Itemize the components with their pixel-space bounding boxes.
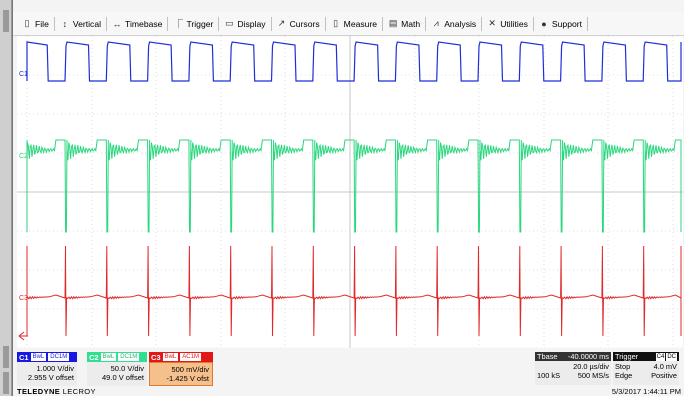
date-time: 5/3/2017 1:44:11 PM	[611, 387, 681, 396]
trigger-type: Edge	[615, 371, 633, 380]
timebase-rate: 500 MS/s	[577, 371, 609, 380]
trigger-source: C4	[655, 352, 666, 361]
menu-separator	[425, 16, 427, 31]
channel-c1-descriptor[interactable]: C1 BwL DC1M 1.000 V/div 2.955 V offset	[17, 352, 77, 386]
support-icon: ●	[541, 18, 547, 29]
menu-separator	[324, 16, 326, 31]
trigger-icon: ⎾	[173, 19, 183, 29]
menu-timebase[interactable]: ↔ Timebase	[112, 18, 163, 29]
menu-separator	[481, 16, 483, 31]
left-panel-edge	[0, 0, 12, 396]
menu-separator	[218, 16, 220, 31]
menu-separator	[53, 16, 55, 31]
menu-measure[interactable]: ▯ Measure	[326, 15, 382, 33]
menu-file[interactable]: ▯ File	[17, 15, 54, 33]
timebase-div: 20.0 µs/div	[573, 362, 609, 371]
display-icon: ▭	[225, 18, 234, 28]
status-panel: C1 BwL DC1M 1.000 V/div 2.955 V offset C…	[13, 348, 684, 396]
menu-trigger[interactable]: ⎾ Trigger	[173, 18, 214, 30]
c2-waveform	[26, 139, 682, 233]
menu-utilities[interactable]: ✕ Utilities	[488, 18, 528, 29]
trigger-mode: Stop	[615, 362, 631, 371]
oscilloscope-window: ▯ File ↕ Vertical ↔ Timebase ⎾ Trigger ▭ Disp…	[12, 0, 684, 396]
c3-trace-label: C3	[19, 295, 28, 302]
c1-waveform	[26, 41, 682, 82]
menu-analysis[interactable]: ⩘ Analysis	[426, 15, 481, 33]
channel-c2-descriptor[interactable]: C2 BwL DC1M 50.0 V/div 49.0 V offset	[87, 352, 147, 386]
c3-vdiv: 500 mV/div	[171, 365, 209, 374]
menu-separator	[167, 16, 169, 31]
analysis-icon: ⩘	[433, 18, 439, 28]
trigger-descriptor[interactable]: Trigger C4 DC Stop 4.0 mV Edge Positive	[613, 352, 679, 385]
trigger-position-marker	[18, 331, 28, 341]
menu-separator	[532, 16, 534, 31]
c2-vdiv: 50.0 V/div	[110, 364, 144, 373]
trigger-slope: Positive	[651, 371, 677, 380]
math-icon: ▤	[388, 18, 398, 28]
menu-vertical[interactable]: ↕ Vertical	[55, 15, 106, 33]
waveform-grid: C1 C2 C3	[17, 35, 683, 349]
trigger-coupling: DC	[666, 352, 677, 361]
trigger-level: 4.0 mV	[653, 362, 677, 371]
brand-logo: TELEDYNE LECROY	[17, 387, 96, 396]
file-icon: ▯	[24, 18, 30, 28]
timebase-icon: ↔	[112, 18, 122, 29]
waveform-display[interactable]: C1 C2 C3	[17, 35, 683, 349]
c3-offset: -1.425 V ofst	[166, 374, 209, 383]
c2-offset: 49.0 V offset	[102, 373, 144, 382]
menu-separator	[270, 16, 272, 31]
menu-math[interactable]: ▤ Math	[388, 18, 421, 29]
timebase-delay: -40.0000 ms	[567, 352, 609, 361]
timebase-samples: 100 kS	[537, 371, 561, 380]
menu-display[interactable]: ▭ Display	[225, 18, 266, 29]
menu-support[interactable]: ● Support	[534, 15, 587, 33]
c3-waveform	[26, 245, 682, 337]
vertical-icon: ↕	[62, 18, 68, 29]
measure-icon: ▯	[333, 18, 339, 28]
c1-vdiv: 1.000 V/div	[36, 364, 74, 373]
menu-separator	[382, 16, 384, 31]
c1-offset: 2.955 V offset	[27, 373, 74, 382]
menu-separator	[587, 16, 589, 31]
menu-separator	[106, 16, 108, 31]
graticule	[17, 35, 683, 349]
c2-trace-label: C2	[19, 153, 28, 160]
timebase-descriptor[interactable]: Tbase -40.0000 ms 20.0 µs/div 100 kS 500 …	[535, 352, 611, 385]
menu-bar: ▯ File ↕ Vertical ↔ Timebase ⎾ Trigger ▭ Disp…	[13, 12, 684, 36]
channel-c3-descriptor[interactable]: C3 BwL AC1M 500 mV/div -1.425 V ofst	[149, 352, 213, 386]
cursors-icon: ↗	[277, 18, 286, 28]
c1-trace-label: C1	[19, 71, 28, 78]
menu-cursors[interactable]: ↗ Cursors	[277, 18, 320, 29]
utilities-icon: ✕	[488, 18, 496, 28]
